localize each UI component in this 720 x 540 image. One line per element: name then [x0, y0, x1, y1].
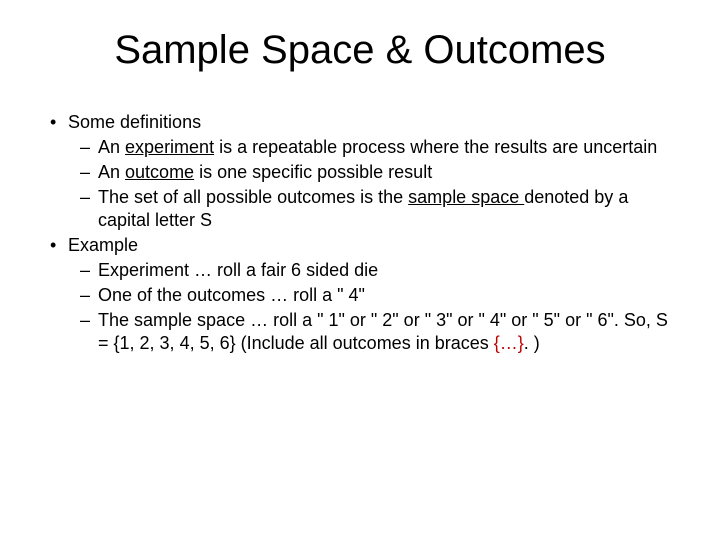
- bullet-outcome: An outcome is one specific possible resu…: [50, 161, 670, 184]
- bullet-example-outcome: One of the outcomes … roll a " 4": [50, 284, 670, 307]
- text-fragment: The sample space … roll a " 1" or " 2" o…: [98, 310, 668, 353]
- braces-highlight: {…}: [494, 333, 524, 353]
- slide-title: Sample Space & Outcomes: [50, 28, 670, 73]
- text-fragment: . ): [524, 333, 540, 353]
- text-fragment: The set of all possible outcomes is the: [98, 187, 408, 207]
- bullet-example-sample-space: The sample space … roll a " 1" or " 2" o…: [50, 309, 670, 355]
- text-fragment: is one specific possible result: [194, 162, 432, 182]
- bullet-example-experiment: Experiment … roll a fair 6 sided die: [50, 259, 670, 282]
- bullet-example: Example: [50, 234, 670, 257]
- term-outcome: outcome: [125, 162, 194, 182]
- slide-container: Sample Space & Outcomes Some definitions…: [0, 0, 720, 540]
- term-experiment: experiment: [125, 137, 214, 157]
- bullet-list: Some definitions An experiment is a repe…: [50, 111, 670, 355]
- text-fragment: An: [98, 137, 125, 157]
- bullet-experiment: An experiment is a repeatable process wh…: [50, 136, 670, 159]
- bullet-definitions: Some definitions: [50, 111, 670, 134]
- bullet-sample-space: The set of all possible outcomes is the …: [50, 186, 670, 232]
- term-sample-space: sample space: [408, 187, 524, 207]
- text-fragment: is a repeatable process where the result…: [214, 137, 657, 157]
- slide-body: Some definitions An experiment is a repe…: [50, 111, 670, 355]
- text-fragment: An: [98, 162, 125, 182]
